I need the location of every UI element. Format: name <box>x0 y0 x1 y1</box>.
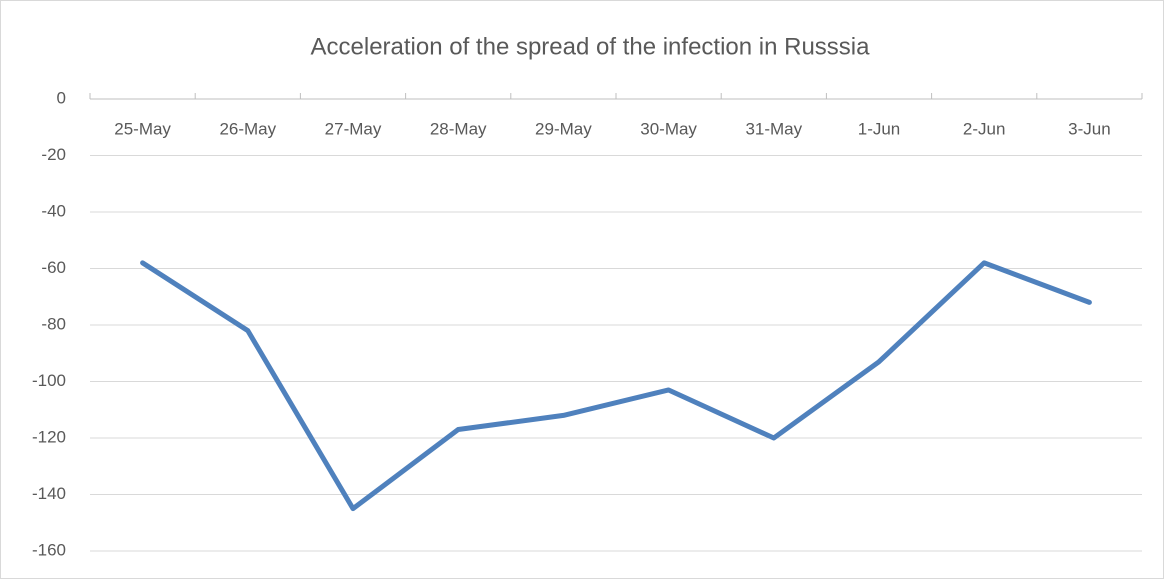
x-tick-label: 26-May <box>219 119 276 138</box>
y-tick-label: -20 <box>41 145 66 164</box>
x-tick-label: 28-May <box>430 119 487 138</box>
y-tick-label: -100 <box>32 371 66 390</box>
y-tick-label: -60 <box>41 258 66 277</box>
x-tick-label: 25-May <box>114 119 171 138</box>
x-tick-label: 1-Jun <box>858 119 901 138</box>
chart-title: Acceleration of the spread of the infect… <box>311 33 871 60</box>
x-tick-label: 27-May <box>325 119 382 138</box>
x-tick-label: 3-Jun <box>1068 119 1111 138</box>
x-tick-label: 31-May <box>745 119 802 138</box>
x-tick-label: 29-May <box>535 119 592 138</box>
y-tick-label: -40 <box>41 201 66 220</box>
y-tick-label: 0 <box>57 88 66 107</box>
line-series <box>140 260 1092 512</box>
y-tick-label: -140 <box>32 484 66 503</box>
y-tick-label: -80 <box>41 314 66 333</box>
y-tick-label: -160 <box>32 540 66 559</box>
x-tick-label: 30-May <box>640 119 697 138</box>
x-tick-label: 2-Jun <box>963 119 1006 138</box>
y-tick-label: -120 <box>32 427 66 446</box>
